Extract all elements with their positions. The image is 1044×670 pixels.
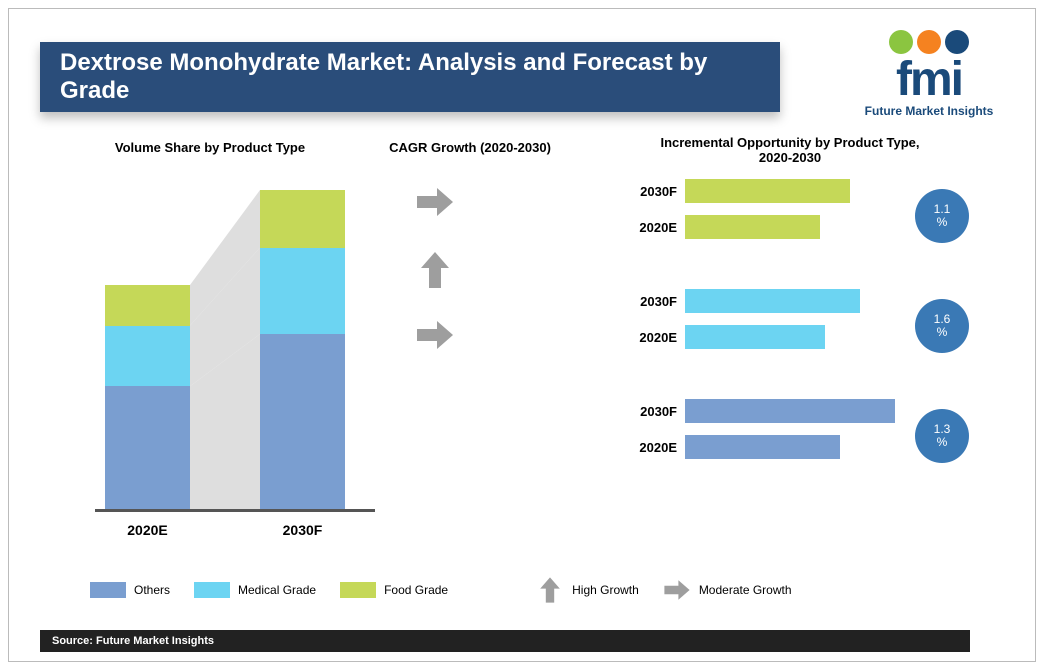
opp-pct-circle: 1.1% (915, 189, 969, 243)
opp-bar (685, 325, 825, 349)
swatch-medical (194, 582, 230, 598)
opp-group-medical: 2030F 2020E 1.6% (625, 285, 995, 359)
title-banner: Dextrose Monohydrate Market: Analysis an… (40, 42, 780, 112)
bar-label-2020: 2020E (95, 522, 200, 538)
cagr-arrow-up (415, 250, 455, 290)
segment-others (105, 386, 190, 510)
page-title: Dextrose Monohydrate Market: Analysis an… (60, 49, 780, 105)
source-text: Source: Future Market Insights (52, 635, 214, 647)
legend-high-growth: High Growth (536, 576, 639, 604)
brand-logo: fmi Future Market Insights (844, 30, 1014, 118)
cagr-title: CAGR Growth (2020-2030) (370, 140, 570, 155)
opportunity-chart: 2030F 2020E 1.1% 2030F 2020E 1.6% 2030F 2020E 1.… (625, 175, 995, 505)
segment-medical (105, 326, 190, 387)
opp-bar (685, 435, 840, 459)
legend-others: Others (90, 582, 170, 598)
opp-row-label: 2030F (625, 294, 685, 309)
opp-group-food: 2030F 2020E 1.1% (625, 175, 995, 249)
cagr-arrow-column (395, 180, 515, 520)
segment-others (260, 334, 345, 510)
opp-row-label: 2030F (625, 184, 685, 199)
opp-bar (685, 179, 850, 203)
logo-subtitle: Future Market Insights (844, 104, 1014, 118)
opp-bar (685, 215, 820, 239)
arrow-up-icon (536, 576, 564, 604)
swatch-food (340, 582, 376, 598)
logo-text: fmi (844, 56, 1014, 104)
logo-dot-blue (945, 30, 969, 54)
legend-label-high: High Growth (572, 583, 639, 597)
opp-row-label: 2020E (625, 440, 685, 455)
legend-label-medical: Medical Grade (238, 583, 316, 597)
legend-label-food: Food Grade (384, 583, 448, 597)
legend-label-moderate: Moderate Growth (699, 583, 792, 597)
arrow-right-icon (663, 576, 691, 604)
legend-moderate-growth: Moderate Growth (663, 576, 792, 604)
cagr-arrow-right (415, 315, 455, 355)
segment-food (260, 190, 345, 248)
stacked-bar-chart: 2020E 2030F (95, 180, 380, 520)
opp-bar (685, 399, 895, 423)
opp-group-others: 2030F 2020E 1.3% (625, 395, 995, 469)
source-footer: Source: Future Market Insights (40, 630, 970, 652)
bar-label-2030: 2030F (250, 522, 355, 538)
segment-medical (260, 248, 345, 334)
opp-row-label: 2020E (625, 220, 685, 235)
legend-medical: Medical Grade (194, 582, 316, 598)
legend-label-others: Others (134, 583, 170, 597)
chart-baseline (95, 509, 375, 512)
opp-row-label: 2020E (625, 330, 685, 345)
opp-row-label: 2030F (625, 404, 685, 419)
opp-bar (685, 289, 860, 313)
logo-icons-row (844, 30, 1014, 54)
opportunity-title: Incremental Opportunity by Product Type,… (660, 135, 920, 165)
logo-dot-green (889, 30, 913, 54)
volume-share-title: Volume Share by Product Type (100, 140, 320, 155)
opp-pct-circle: 1.3% (915, 409, 969, 463)
segment-food (105, 285, 190, 326)
stacked-bar-2020 (105, 285, 190, 510)
swatch-others (90, 582, 126, 598)
cagr-arrow-right (415, 182, 455, 222)
legend: Others Medical Grade Food Grade High Gro… (90, 570, 970, 610)
legend-food: Food Grade (340, 582, 448, 598)
opp-pct-circle: 1.6% (915, 299, 969, 353)
logo-dot-orange (917, 30, 941, 54)
stacked-bar-2030 (260, 190, 345, 510)
